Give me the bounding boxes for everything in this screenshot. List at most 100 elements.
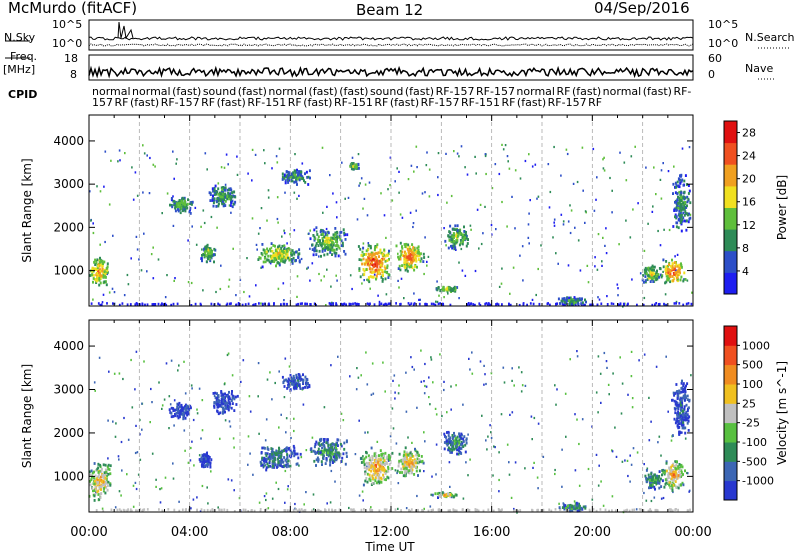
velocity-speckle (298, 464, 300, 467)
power-ground-speckle (153, 303, 155, 306)
velocity-ground-speckle (127, 508, 129, 511)
velocity-echo-cell (457, 452, 460, 456)
power-ground-speckle (610, 302, 613, 305)
velocity-echo-cell (375, 455, 378, 458)
velocity-echo-cell (277, 454, 280, 457)
velocity-echo-cell (99, 463, 102, 467)
velocity-echo-cell (282, 381, 285, 385)
power-speckle (629, 236, 632, 239)
power-echo-cell (103, 270, 106, 274)
power-ground-speckle (254, 303, 257, 306)
velocity-echo-cell (263, 461, 266, 465)
velocity-speckle (232, 437, 235, 440)
velocity-echo-cell (230, 398, 233, 402)
velocity-echo-cell (452, 435, 455, 439)
power-echo-cell (97, 262, 100, 266)
velocity-echo-cell (292, 374, 295, 378)
power-echo-cell (180, 199, 183, 203)
power-speckle (134, 171, 137, 174)
velocity-speckle (405, 507, 408, 510)
velocity-echo-cell (336, 451, 339, 455)
velocity-speckle (509, 413, 511, 416)
velocity-echo-cell (96, 479, 99, 482)
velocity-echo-cell (648, 478, 651, 482)
power-echo-cell (379, 263, 382, 267)
velocity-speckle (258, 501, 261, 504)
power-ground-speckle (410, 302, 413, 305)
power-echo-cell (213, 247, 216, 251)
power-echo-cell (313, 249, 316, 253)
velocity-speckle (655, 365, 658, 368)
power-echo-cell (417, 254, 420, 258)
velocity-speckle (603, 351, 606, 355)
velocity-speckle (362, 499, 364, 502)
velocity-echo-cell (287, 377, 290, 381)
velocity-speckle (190, 446, 192, 450)
velocity-speckle (226, 353, 229, 357)
velocity-echo-cell (456, 435, 459, 439)
velocity-speckle (653, 496, 656, 499)
power-speckle (243, 290, 245, 294)
power-echo-cell (373, 248, 376, 252)
power-ground-speckle (526, 303, 528, 307)
power-echo-cell (349, 164, 352, 168)
power-echo-cell (650, 273, 653, 277)
velocity-echo-cell (438, 491, 441, 495)
power-echo-cell (94, 278, 97, 281)
velocity-echo-cell (185, 408, 188, 412)
velocity-echo-cell (229, 402, 232, 406)
velocity-echo-cell (458, 432, 461, 436)
velocity-speckle (264, 464, 267, 467)
power-speckle (235, 294, 237, 297)
power-ground-speckle (690, 302, 693, 306)
power-echo-cell (184, 203, 187, 207)
velocity-speckle (201, 399, 204, 402)
power-echo-cell (452, 244, 455, 248)
power-speckle (553, 218, 556, 221)
power-echo-cell (329, 251, 332, 254)
velocity-echo-cell (440, 492, 443, 496)
power-echo-cell (680, 214, 683, 217)
velocity-echo-cell (101, 480, 104, 484)
power-echo-cell (228, 197, 231, 201)
velocity-speckle (294, 502, 296, 506)
velocity-echo-cell (680, 475, 682, 478)
power-echo-cell (387, 273, 390, 276)
velocity-echo-cell (375, 481, 378, 485)
velocity-echo-cell (208, 456, 211, 459)
power-echo-cell (178, 202, 181, 205)
power-echo-cell (340, 244, 343, 247)
power-echo-cell (180, 205, 183, 209)
power-speckle (260, 302, 262, 305)
power-echo-cell (227, 192, 230, 195)
velocity-echo-cell (107, 480, 110, 484)
power-echo-cell (686, 204, 688, 208)
power-echo-cell (204, 254, 207, 257)
velocity-echo-cell (297, 381, 300, 385)
velocity-speckle (498, 451, 500, 454)
power-ground-speckle (134, 303, 137, 306)
velocity-speckle (196, 412, 199, 415)
velocity-echo-cell (681, 396, 684, 400)
power-echo-cell (399, 249, 402, 253)
velocity-echo-cell (678, 389, 681, 393)
power-echo-cell (297, 256, 300, 259)
velocity-echo-cell (219, 411, 222, 415)
velocity-echo-cell (177, 403, 180, 407)
velocity-echo-cell (336, 444, 339, 447)
velocity-echo-cell (337, 453, 340, 457)
velocity-echo-cell (368, 473, 371, 477)
power-speckle (484, 154, 487, 158)
power-ground-speckle (408, 303, 411, 307)
velocity-echo-cell (680, 401, 682, 404)
power-echo-region (557, 296, 587, 307)
velocity-echo-cell (374, 471, 377, 475)
power-echo-cell (404, 261, 407, 265)
velocity-echo-cell (677, 467, 680, 470)
velocity-echo-cell (320, 449, 323, 453)
velocity-speckle (624, 459, 626, 462)
velocity-speckle (498, 490, 500, 493)
velocity-echo-cell (383, 470, 386, 474)
velocity-speckle (278, 370, 280, 373)
power-speckle (500, 282, 503, 285)
